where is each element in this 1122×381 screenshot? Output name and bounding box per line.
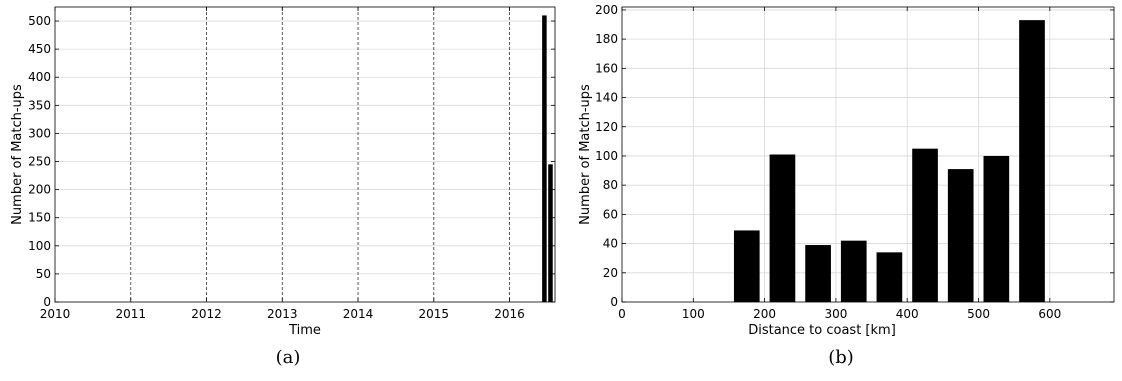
y-tick-label: 60 (603, 207, 618, 221)
plot-area-a (55, 7, 555, 302)
y-tick-label: 180 (595, 32, 618, 46)
y-tick-label: 50 (36, 267, 51, 281)
x-ticks-a: 2010 2011 2012 2013 2014 2015 2016 (40, 7, 525, 321)
caption-b: (b) (828, 347, 854, 368)
x-tick-label: 2012 (191, 307, 222, 321)
bar (548, 164, 553, 302)
y-tick-label: 350 (28, 98, 51, 112)
y-tick-label: 500 (28, 14, 51, 28)
bar (983, 155, 1010, 302)
y-tick-label: 200 (28, 183, 51, 197)
grid-a (55, 7, 555, 302)
bars-a (542, 15, 553, 303)
bars-b (733, 20, 1045, 303)
y-tick-label: 120 (595, 120, 618, 134)
y-tick-label: 80 (603, 178, 618, 192)
y-tick-label: 140 (595, 91, 618, 105)
x-tick-label: 2013 (267, 307, 298, 321)
bar (542, 15, 547, 303)
y-ticks-b: 0 20 40 60 80 100 120 140 160 180 200 (595, 3, 1114, 309)
y-tick-label: 150 (28, 211, 51, 225)
chart-panel-b: 0 100 200 300 400 500 600 0 20 40 60 80 100 120 140 16… (578, 3, 1115, 368)
bar (912, 148, 938, 302)
y-tick-label: 40 (603, 237, 618, 251)
bar (769, 154, 796, 302)
x-tick-label: 400 (896, 307, 919, 321)
x-tick-label: 500 (967, 307, 990, 321)
chart-panel-a: 2010 2011 2012 2013 2014 2015 2016 05010015020… (10, 6, 556, 368)
bar (1019, 20, 1045, 303)
y-tick-label: 200 (595, 3, 618, 17)
y-tick-label: 400 (28, 70, 51, 84)
x-tick-label: 0 (618, 307, 626, 321)
y-ticks-a: 0 50 100 150 200 250 300 350 400 450 500 (28, 14, 555, 309)
x-ticks-b: 0 100 200 300 400 500 600 (618, 7, 1061, 321)
bar (733, 230, 760, 302)
x-tick-label: 2014 (343, 307, 374, 321)
y-tick-label: 250 (28, 155, 51, 169)
bar (840, 240, 867, 302)
y-tick-label: 160 (595, 61, 618, 75)
y-axis-label-b: Number of Match-ups (578, 84, 593, 225)
plot-frame-b (621, 6, 1115, 303)
bar (947, 169, 974, 302)
y-tick-label: 0 (610, 295, 618, 309)
y-axis-label-a: Number of Match-ups (10, 84, 25, 225)
x-tick-label: 200 (753, 307, 776, 321)
x-tick-label: 2016 (494, 307, 525, 321)
y-tick-label: 450 (28, 42, 51, 56)
x-tick-label: 300 (824, 307, 847, 321)
plot-frame-a (54, 6, 556, 303)
x-tick-label: 2015 (419, 307, 450, 321)
y-tick-label: 0 (43, 295, 51, 309)
y-tick-label: 20 (603, 266, 618, 280)
x-tick-label: 100 (682, 307, 705, 321)
caption-a: (a) (276, 347, 301, 368)
y-tick-label: 100 (28, 239, 51, 253)
y-tick-label: 300 (28, 126, 51, 140)
bar (805, 245, 831, 302)
bar (876, 252, 903, 302)
y-tick-label: 100 (595, 149, 618, 163)
x-axis-label-b: Distance to coast [km] (748, 323, 896, 338)
x-tick-label: 2010 (40, 307, 71, 321)
x-tick-label: 2011 (115, 307, 146, 321)
x-tick-label: 600 (1038, 307, 1061, 321)
x-axis-label-a: Time (288, 323, 321, 338)
